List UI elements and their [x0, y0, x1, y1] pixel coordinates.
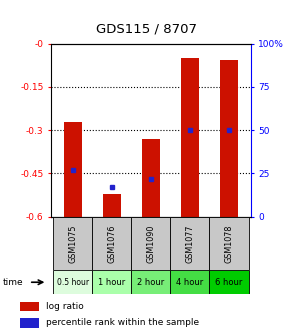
Bar [131, 217, 171, 270]
Bar [103, 194, 121, 217]
Bar [53, 217, 92, 270]
Bar [53, 270, 92, 294]
Text: 2 hour: 2 hour [137, 278, 165, 287]
Text: 1 hour: 1 hour [98, 278, 125, 287]
Bar [64, 122, 81, 217]
Text: GSM1090: GSM1090 [146, 224, 155, 263]
Text: time: time [3, 278, 23, 287]
Bar [209, 217, 248, 270]
Bar [20, 318, 39, 328]
Bar [209, 270, 248, 294]
Bar [171, 270, 209, 294]
Text: GSM1078: GSM1078 [224, 224, 234, 263]
Bar [142, 139, 160, 217]
Text: GDS115 / 8707: GDS115 / 8707 [96, 22, 197, 35]
Text: GSM1077: GSM1077 [185, 224, 195, 263]
Bar [131, 270, 171, 294]
Bar [181, 57, 199, 217]
Text: log ratio: log ratio [46, 302, 84, 311]
Text: percentile rank within the sample: percentile rank within the sample [46, 319, 199, 327]
Text: 0.5 hour: 0.5 hour [57, 278, 89, 287]
Text: 6 hour: 6 hour [215, 278, 243, 287]
Bar [20, 302, 39, 311]
Bar [220, 59, 238, 217]
Bar [92, 270, 131, 294]
Text: 4 hour: 4 hour [176, 278, 204, 287]
Text: GSM1076: GSM1076 [107, 224, 116, 263]
Bar [92, 217, 131, 270]
Text: GSM1075: GSM1075 [68, 224, 77, 263]
Bar [171, 217, 209, 270]
